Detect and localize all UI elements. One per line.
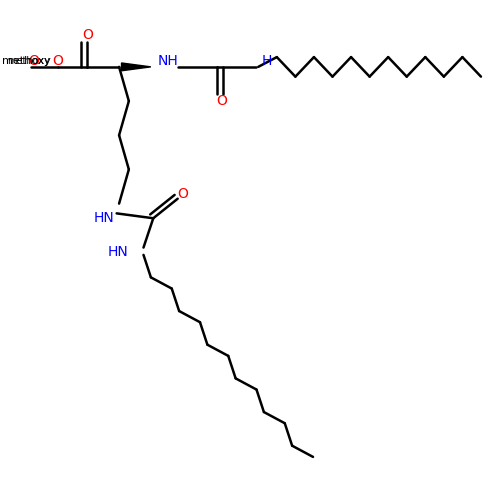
Text: HN: HN xyxy=(94,212,114,226)
Text: H: H xyxy=(262,54,272,68)
Text: O: O xyxy=(52,54,64,68)
Text: HN: HN xyxy=(108,246,129,260)
Text: O: O xyxy=(28,54,40,68)
Text: O: O xyxy=(82,28,93,42)
Text: methoxy: methoxy xyxy=(2,56,50,66)
Text: O: O xyxy=(177,187,188,201)
Text: methoxy: methoxy xyxy=(8,56,50,66)
Polygon shape xyxy=(122,63,151,71)
Text: O: O xyxy=(216,94,227,108)
Text: NH: NH xyxy=(158,54,178,68)
